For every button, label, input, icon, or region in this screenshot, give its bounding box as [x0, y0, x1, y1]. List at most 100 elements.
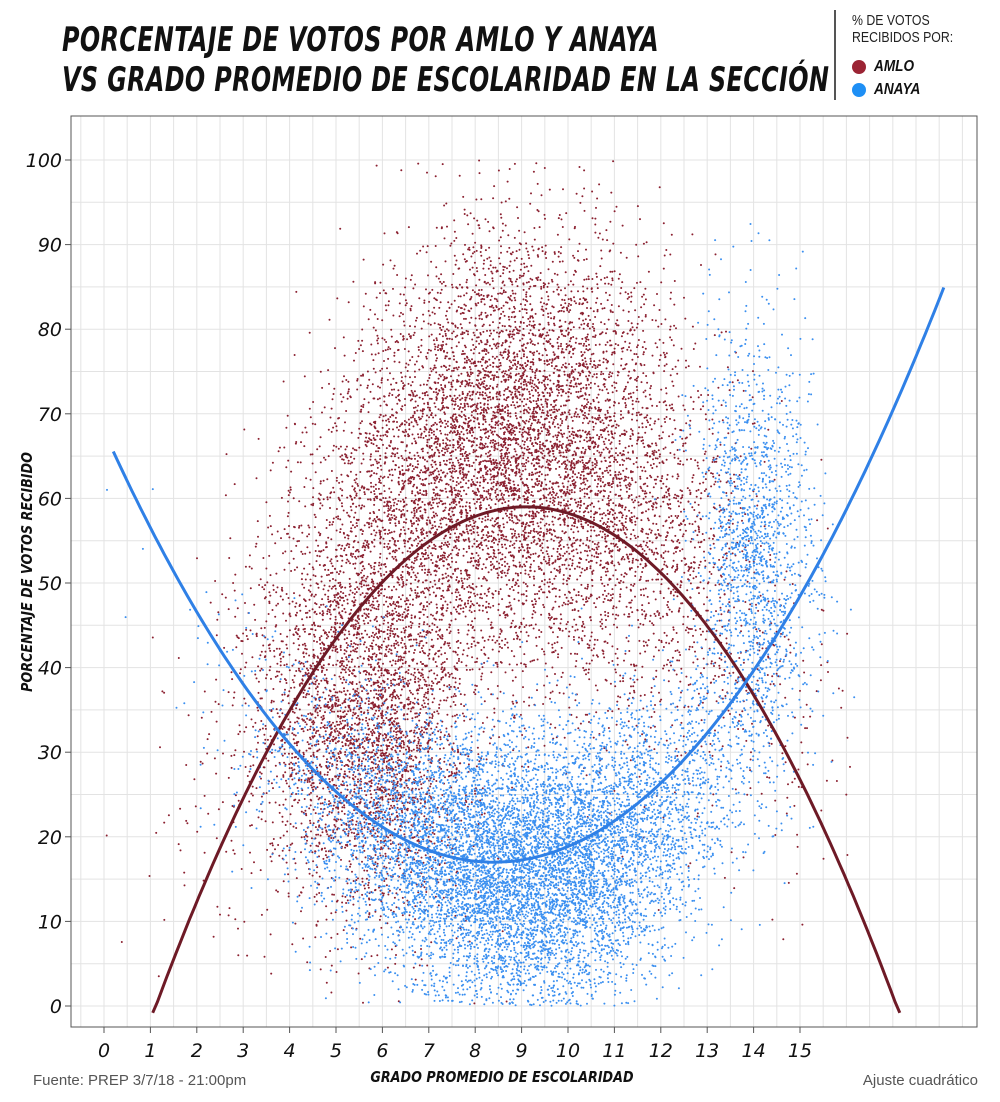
amlo-point — [285, 731, 288, 734]
amlo-point — [582, 598, 585, 601]
amlo-point — [550, 278, 553, 281]
amlo-point — [426, 601, 429, 604]
amlo-point — [313, 656, 316, 659]
amlo-point — [508, 579, 511, 582]
amlo-point — [524, 465, 527, 468]
amlo-point — [658, 461, 661, 464]
amlo-point — [442, 442, 445, 445]
amlo-point — [665, 739, 668, 742]
amlo-point — [521, 435, 524, 438]
legend-divider — [834, 10, 836, 100]
amlo-point — [350, 640, 353, 643]
amlo-point — [460, 498, 463, 501]
amlo-point — [691, 480, 694, 483]
amlo-point — [436, 494, 439, 497]
amlo-point — [503, 433, 506, 436]
amlo-point — [367, 411, 370, 414]
amlo-point — [334, 691, 337, 694]
amlo-point — [407, 606, 410, 609]
amlo-point — [475, 507, 477, 510]
amlo-point — [654, 501, 657, 504]
amlo-point — [489, 623, 492, 626]
amlo-point — [523, 700, 525, 703]
amlo-point — [535, 415, 538, 418]
amlo-point — [384, 690, 387, 693]
amlo-point — [658, 455, 661, 458]
amlo-point — [543, 302, 546, 305]
amlo-point — [342, 509, 345, 512]
amlo-point — [510, 299, 513, 302]
amlo-point — [394, 728, 397, 730]
amlo-point — [653, 711, 656, 713]
amlo-point — [545, 291, 548, 293]
amlo-point — [463, 331, 466, 334]
amlo-point — [216, 905, 219, 908]
amlo-point — [671, 368, 674, 371]
amlo-point — [625, 256, 628, 259]
amlo-point — [561, 388, 564, 391]
amlo-point — [376, 342, 379, 345]
amlo-point — [583, 634, 586, 637]
amlo-point — [469, 509, 472, 512]
amlo-point — [354, 567, 356, 570]
amlo-point — [392, 730, 395, 733]
amlo-point — [611, 372, 614, 375]
amlo-point — [569, 381, 572, 384]
amlo-point — [587, 524, 590, 526]
amlo-point — [598, 451, 601, 454]
amlo-point — [503, 571, 506, 574]
amlo-point — [525, 560, 528, 563]
amlo-point — [496, 572, 499, 575]
amlo-point — [233, 691, 236, 694]
amlo-point — [484, 420, 487, 423]
amlo-point — [454, 496, 457, 499]
amlo-point — [327, 598, 330, 601]
amlo-point — [588, 348, 591, 351]
amlo-point — [492, 478, 495, 481]
amlo-point — [372, 769, 375, 772]
amlo-point — [586, 492, 588, 495]
amlo-point — [564, 362, 567, 365]
amlo-point — [563, 356, 566, 359]
amlo-point — [602, 512, 605, 515]
amlo-point — [365, 697, 368, 700]
amlo-point — [233, 483, 236, 486]
amlo-point — [470, 514, 473, 517]
amlo-point — [509, 330, 511, 333]
amlo-point — [650, 715, 653, 718]
amlo-point — [471, 583, 474, 585]
amlo-point — [302, 730, 305, 733]
amlo-point — [344, 698, 347, 701]
amlo-point — [383, 546, 386, 549]
amlo-point — [354, 643, 357, 646]
amlo-point — [500, 313, 503, 315]
amlo-point — [263, 955, 266, 958]
amlo-point — [530, 385, 533, 388]
amlo-point — [565, 567, 568, 570]
amlo-point — [684, 317, 687, 320]
amlo-point — [551, 391, 554, 394]
amlo-point — [636, 397, 639, 400]
amlo-point — [567, 603, 569, 606]
amlo-point — [267, 644, 270, 647]
amlo-point — [610, 304, 613, 306]
amlo-point — [434, 405, 437, 408]
amlo-point — [355, 697, 358, 700]
amlo-point — [490, 439, 492, 442]
amlo-point — [354, 511, 357, 514]
amlo-point — [545, 307, 548, 310]
amlo-point — [711, 432, 714, 435]
amlo-point — [508, 246, 511, 249]
amlo-point — [532, 603, 535, 606]
amlo-point — [417, 736, 420, 739]
amlo-point — [385, 884, 388, 887]
amlo-point — [274, 625, 277, 628]
amlo-point — [678, 607, 681, 610]
amlo-point — [414, 466, 417, 469]
amlo-point — [670, 339, 673, 341]
amlo-point — [662, 341, 665, 344]
amlo-point — [452, 438, 455, 441]
amlo-point — [248, 800, 251, 803]
amlo-point — [347, 744, 350, 747]
amlo-point — [699, 497, 702, 500]
